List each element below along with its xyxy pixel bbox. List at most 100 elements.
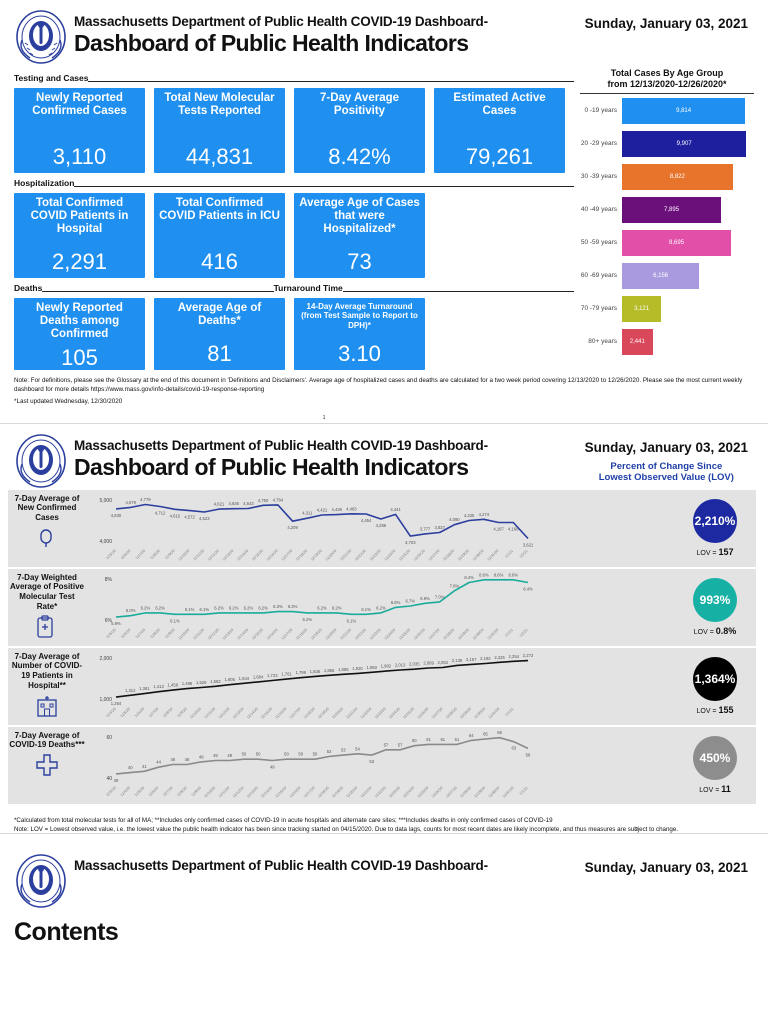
svg-text:12/31/20: 12/31/20 xyxy=(488,706,501,719)
section-rule xyxy=(342,291,575,292)
percent-change-value: 1,364% xyxy=(693,657,737,702)
svg-text:64: 64 xyxy=(469,732,474,737)
age-group-bar[interactable]: 7,895 xyxy=(622,196,722,223)
svg-text:6.9%: 6.9% xyxy=(420,595,430,600)
card-newly-reported-confirmed-cases[interactable]: Newly Reported Confirmed Cases 3,110 xyxy=(14,88,145,173)
svg-text:12/10/20: 12/10/20 xyxy=(189,706,202,719)
cards-row-hospitalization: Total Confirmed COVID Patients in Hospit… xyxy=(14,193,574,278)
report-date: Sunday, January 03, 2021 xyxy=(584,439,748,455)
svg-text:6.1%: 6.1% xyxy=(361,606,371,611)
trend-chart-plot: 5,000 4,000 4,630 4,679 4,779 4,712 4,615 4,572… xyxy=(86,490,674,567)
trend-chart-plot: 60 40 39 40 41 44 46 46 48 49 49 50 50 49 50 50 50 52 53 54… xyxy=(86,727,674,804)
age-group-bar[interactable]: 2,441 xyxy=(622,328,653,355)
svg-text:60: 60 xyxy=(412,738,417,743)
card-total-confirmed-patients-icu[interactable]: Total Confirmed COVID Patients in ICU 41… xyxy=(154,193,285,278)
trend-charts: 7-Day Average of New Confirmed Cases 5,00… xyxy=(0,489,768,804)
card-average-age-hospitalized[interactable]: Average Age of Cases that were Hospitali… xyxy=(294,193,425,278)
svg-text:2,273: 2,273 xyxy=(523,653,534,658)
svg-text:12/28/20: 12/28/20 xyxy=(459,785,472,798)
card-title: Total Confirmed COVID Patients in Hospit… xyxy=(30,197,129,235)
svg-text:12/9/20: 12/9/20 xyxy=(191,785,202,796)
svg-text:12/19/20: 12/19/20 xyxy=(310,548,323,561)
age-group-bar[interactable]: 9,814 xyxy=(622,97,746,124)
svg-text:48: 48 xyxy=(199,754,204,759)
svg-text:1,000: 1,000 xyxy=(99,697,112,703)
age-group-bar[interactable]: 9,907 xyxy=(622,130,747,157)
card-14day-average-turnaround[interactable]: 14-Day Average Turnaround (from Test Sam… xyxy=(294,298,425,370)
svg-text:12/11/20: 12/11/20 xyxy=(218,785,231,798)
svg-text:6.3%: 6.3% xyxy=(273,604,283,609)
age-group-bar[interactable]: 3,121 xyxy=(622,295,662,322)
svg-text:4,090: 4,090 xyxy=(449,517,460,522)
svg-text:4,454: 4,454 xyxy=(361,518,372,523)
age-group-label: 60 -69 years xyxy=(580,272,617,279)
trend-chart-label: 7-Day Average of COVID-19 Deaths*** xyxy=(8,726,86,804)
card-average-age-deaths[interactable]: Average Age of Deaths* 81 xyxy=(154,298,285,370)
percent-change-badge: 1,364% LOV = 155 xyxy=(674,648,756,725)
svg-text:6.2%: 6.2% xyxy=(303,616,313,621)
svg-text:6.2%: 6.2% xyxy=(214,605,224,610)
card-title: Average Age of Cases that were Hospitali… xyxy=(299,197,420,235)
svg-text:6.1%: 6.1% xyxy=(200,606,210,611)
section-hospitalization: Hospitalization Total Confirmed COVID Pa… xyxy=(14,178,574,278)
svg-text:1,644: 1,644 xyxy=(239,675,250,680)
svg-text:12/6/20: 12/6/20 xyxy=(148,785,159,796)
card-7day-average-positivity[interactable]: 7-Day Average Positivity 8.42% xyxy=(294,88,425,173)
age-group-bar[interactable]: 8,822 xyxy=(622,163,733,190)
svg-text:2,192: 2,192 xyxy=(480,656,491,661)
age-group-bar[interactable]: 8,695 xyxy=(622,229,732,256)
svg-text:6.2%: 6.2% xyxy=(229,605,239,610)
svg-text:4,274: 4,274 xyxy=(479,511,490,516)
svg-text:12/30/20: 12/30/20 xyxy=(472,627,485,640)
age-group-bar-row: 0 -19 years 9,814 xyxy=(580,97,754,124)
svg-text:61: 61 xyxy=(440,736,445,741)
hospital-icon xyxy=(35,694,59,720)
svg-text:12/30/20: 12/30/20 xyxy=(472,548,485,561)
svg-text:12/12/20: 12/12/20 xyxy=(207,548,220,561)
age-group-value: 9,814 xyxy=(676,107,692,114)
percent-change-value: 450% xyxy=(693,736,737,781)
age-group-bar-track: 3,121 xyxy=(622,295,754,322)
svg-text:12/18/20: 12/18/20 xyxy=(303,706,316,719)
svg-text:12/29/20: 12/29/20 xyxy=(473,785,486,798)
svg-text:6.3%: 6.3% xyxy=(288,604,298,609)
card-newly-reported-deaths[interactable]: Newly Reported Deaths among Confirmed 10… xyxy=(14,298,145,370)
svg-text:12/3/20: 12/3/20 xyxy=(105,785,116,796)
card-total-confirmed-patients-hospital[interactable]: Total Confirmed COVID Patients in Hospit… xyxy=(14,193,145,278)
svg-text:12/8/20: 12/8/20 xyxy=(149,548,160,559)
svg-text:12/10/20: 12/10/20 xyxy=(178,548,191,561)
svg-text:12/17/20: 12/17/20 xyxy=(303,785,316,798)
card-title: Average Age of Deaths* xyxy=(177,302,262,327)
svg-text:12/25/20: 12/25/20 xyxy=(398,627,411,640)
trend-chart-title: 7-Day Average of New Confirmed Cases xyxy=(14,493,80,523)
svg-text:12/23/20: 12/23/20 xyxy=(374,706,387,719)
svg-text:1,264: 1,264 xyxy=(111,701,122,706)
svg-text:6.1%: 6.1% xyxy=(170,618,180,623)
card-total-new-molecular-tests[interactable]: Total New Molecular Tests Reported 44,83… xyxy=(154,88,285,173)
card-estimated-active-cases[interactable]: Estimated Active Cases 79,261 xyxy=(434,88,565,173)
svg-text:12/9/20: 12/9/20 xyxy=(176,706,187,717)
svg-text:4,636: 4,636 xyxy=(228,501,239,506)
svg-text:4,166: 4,166 xyxy=(508,526,519,531)
svg-text:12/12/20: 12/12/20 xyxy=(218,706,231,719)
age-group-value: 8,695 xyxy=(669,239,685,246)
percent-change-badge: 450% LOV = 11 xyxy=(674,727,756,804)
card-value: 8.42% xyxy=(328,144,391,169)
card-title: 14-Day Average Turnaround (from Test Sam… xyxy=(301,302,418,330)
age-group-value: 9,907 xyxy=(676,140,692,147)
svg-text:1/2/21: 1/2/21 xyxy=(519,548,529,558)
svg-text:57: 57 xyxy=(384,742,389,747)
svg-text:12/25/20: 12/25/20 xyxy=(417,785,430,798)
svg-text:4,463: 4,463 xyxy=(346,506,357,511)
svg-text:12/5/20: 12/5/20 xyxy=(105,627,116,638)
svg-text:12/22/20: 12/22/20 xyxy=(374,785,387,798)
svg-text:12/15/20: 12/15/20 xyxy=(251,627,264,640)
svg-text:46: 46 xyxy=(170,757,175,762)
svg-text:66: 66 xyxy=(497,730,502,735)
svg-text:2,225: 2,225 xyxy=(494,654,505,659)
age-group-bar[interactable]: 6,156 xyxy=(622,262,700,289)
svg-text:53: 53 xyxy=(341,747,346,752)
card-value: 79,261 xyxy=(465,144,534,169)
svg-text:1,950: 1,950 xyxy=(366,664,377,669)
svg-text:50: 50 xyxy=(284,751,289,756)
